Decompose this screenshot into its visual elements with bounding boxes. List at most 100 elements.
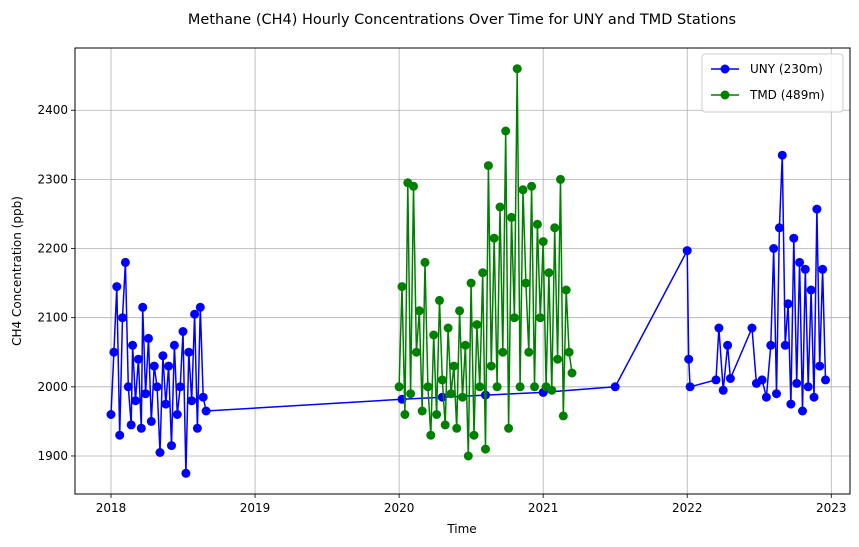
series-markers-uny xyxy=(106,150,830,478)
y-axis-label: CH4 Concentration (ppb) xyxy=(10,196,24,346)
y-tick-label: 2300 xyxy=(37,172,68,186)
legend: UNY (230m) TMD (489m) xyxy=(701,53,844,113)
data-point xyxy=(409,181,418,191)
data-point xyxy=(809,392,819,402)
data-point xyxy=(818,264,828,274)
data-point xyxy=(780,340,790,350)
data-point xyxy=(443,323,453,333)
data-point xyxy=(561,285,571,295)
chart-title: Methane (CH4) Hourly Concentrations Over… xyxy=(188,12,736,28)
data-point xyxy=(109,347,119,357)
data-point xyxy=(184,347,194,357)
data-point xyxy=(518,185,528,195)
data-point xyxy=(126,420,136,430)
data-point xyxy=(777,150,787,160)
data-point xyxy=(123,382,133,392)
legend-marker-uny xyxy=(720,64,730,74)
data-point xyxy=(437,392,447,402)
data-point xyxy=(504,423,514,433)
y-tick-label: 2000 xyxy=(37,380,68,394)
data-point xyxy=(492,382,502,392)
x-tick-label: 2019 xyxy=(240,501,271,515)
data-point xyxy=(772,389,781,399)
x-tick-label: 2021 xyxy=(528,501,559,515)
data-point xyxy=(138,302,148,312)
data-point xyxy=(475,382,485,392)
data-point xyxy=(420,257,430,267)
data-point xyxy=(789,233,799,243)
x-axis-label: Time xyxy=(446,522,476,536)
data-point xyxy=(798,406,807,416)
x-tick-label: 2020 xyxy=(384,501,415,515)
data-point xyxy=(198,392,208,402)
data-point xyxy=(501,126,511,136)
data-point xyxy=(463,451,473,461)
legend-label-uny: UNY (230m) xyxy=(750,62,823,76)
data-point xyxy=(432,410,442,419)
data-point xyxy=(812,204,822,214)
data-point xyxy=(195,302,205,312)
data-point xyxy=(429,330,439,340)
data-point xyxy=(158,351,168,361)
data-point xyxy=(112,282,122,292)
data-point xyxy=(803,382,813,392)
data-point xyxy=(489,233,499,243)
data-point xyxy=(414,306,424,316)
grid-lines xyxy=(75,48,850,494)
data-point xyxy=(509,313,519,323)
data-point xyxy=(769,244,779,253)
data-point xyxy=(495,202,505,212)
y-tick-label: 1900 xyxy=(37,449,68,463)
data-point xyxy=(141,389,151,399)
data-point xyxy=(685,382,695,392)
data-point xyxy=(507,212,516,222)
data-point xyxy=(455,306,465,316)
data-point xyxy=(169,340,179,350)
data-point xyxy=(201,406,211,416)
data-point xyxy=(567,368,577,378)
data-point xyxy=(553,354,563,364)
data-point xyxy=(512,64,522,74)
data-point xyxy=(718,385,728,395)
data-point xyxy=(786,399,796,409)
data-point xyxy=(532,219,542,229)
data-point xyxy=(610,382,620,392)
data-point xyxy=(149,361,159,371)
data-point xyxy=(178,327,188,336)
data-point xyxy=(556,174,565,184)
legend-label-tmd: TMD (489m) xyxy=(749,88,825,102)
data-point xyxy=(478,268,488,278)
data-point xyxy=(711,375,721,385)
data-point xyxy=(437,375,447,385)
x-tick-label: 2018 xyxy=(96,501,127,515)
data-point xyxy=(792,378,802,388)
data-point xyxy=(521,278,531,288)
data-point xyxy=(747,323,757,333)
data-point xyxy=(524,347,534,357)
data-point xyxy=(152,382,162,392)
data-point xyxy=(783,299,793,309)
data-point xyxy=(472,320,482,330)
data-point xyxy=(164,361,174,371)
data-point xyxy=(550,223,560,233)
data-point xyxy=(725,374,735,383)
data-point xyxy=(564,347,574,357)
data-point xyxy=(192,423,202,433)
axis-ticks: 2018 2019 2020 2021 2022 2023 1900 2000 2100 2200… xyxy=(37,103,846,515)
data-point xyxy=(181,468,191,478)
data-point xyxy=(155,448,165,457)
data-point xyxy=(481,444,490,454)
data-point xyxy=(723,340,733,350)
data-point xyxy=(167,441,176,451)
data-point xyxy=(397,282,407,292)
data-point xyxy=(406,389,416,399)
data-point xyxy=(682,246,692,256)
data-point xyxy=(486,361,496,371)
data-point xyxy=(417,406,427,416)
data-point xyxy=(538,237,548,247)
data-point xyxy=(435,295,444,305)
series-markers-tmd xyxy=(394,64,577,461)
data-point xyxy=(172,410,182,419)
data-point xyxy=(146,416,156,426)
